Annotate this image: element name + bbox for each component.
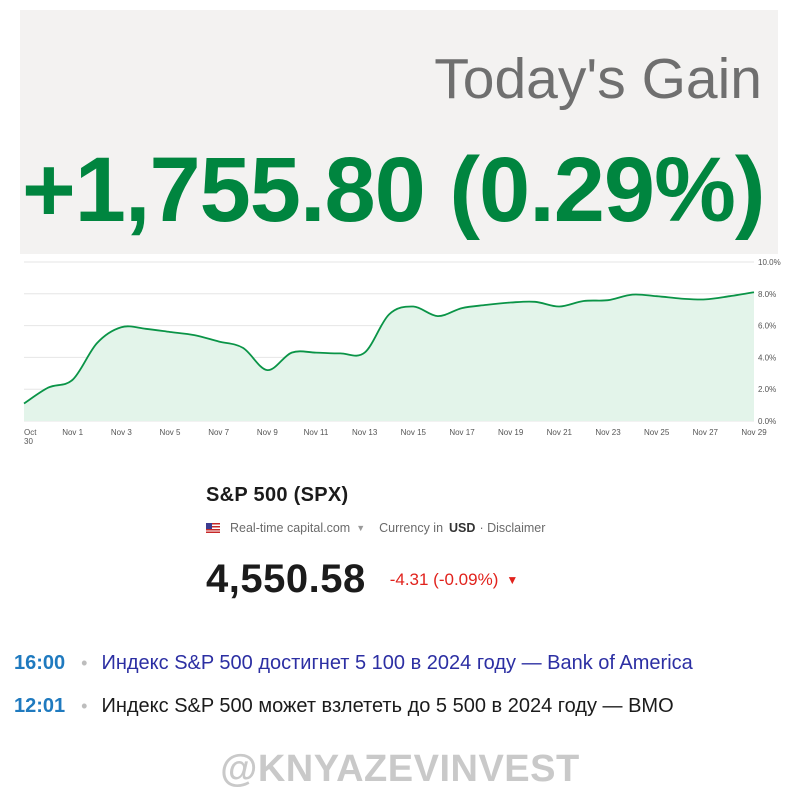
x-tick-label: Nov 7 xyxy=(208,428,229,437)
y-tick-label: 8.0% xyxy=(758,290,776,299)
y-tick-label: 6.0% xyxy=(758,322,776,331)
x-tick-label: Nov 23 xyxy=(595,428,621,437)
quote-meta: Real-time capital.com ▼ Currency in USD … xyxy=(206,521,545,535)
news-headline-link[interactable]: Индекс S&P 500 достигнет 5 100 в 2024 го… xyxy=(101,652,693,674)
y-tick-label: 0.0% xyxy=(758,417,776,426)
y-tick-label: 2.0% xyxy=(758,385,776,394)
source-dropdown-icon[interactable]: ▼ xyxy=(356,523,366,533)
x-tick-label: Nov 11 xyxy=(304,428,329,437)
quote-title: S&P 500 (SPX) xyxy=(206,484,349,506)
x-tick-label: Nov 27 xyxy=(693,428,719,437)
y-tick-label: 4.0% xyxy=(758,353,776,362)
y-tick-label: 10.0% xyxy=(758,258,781,267)
x-tick-label: Nov 9 xyxy=(257,428,278,437)
price-change: -4.31 (-0.09%) xyxy=(389,569,499,589)
news-time: 12:01 xyxy=(14,695,66,717)
performance-chart: 10.0% 8.0% 6.0% 4.0% 2.0% 0.0% Oct 30 Nov 1 Nov … xyxy=(23,258,781,444)
down-triangle-icon: ▼ xyxy=(506,572,519,587)
x-tick-label: Nov 5 xyxy=(160,428,181,437)
price-row: 4,550.58 -4.31 (-0.09%) ▼ xyxy=(206,557,545,602)
last-price: 4,550.58 xyxy=(206,557,366,601)
chart-area-fill xyxy=(24,292,754,421)
gain-label: Today's Gain xyxy=(434,47,762,111)
currency-label: Currency in xyxy=(379,521,444,535)
news-item[interactable]: 12:01 • Индекс S&P 500 может взлететь до… xyxy=(14,695,674,718)
quote-panel: S&P 500 (SPX) Real-time capital.com ▼ Cu… xyxy=(206,484,545,602)
x-tick-label: Nov 3 xyxy=(111,428,132,437)
x-tick-label: Nov 21 xyxy=(547,428,573,437)
x-tick-label: Nov 17 xyxy=(449,428,475,437)
news-headline[interactable]: Индекс S&P 500 может взлететь до 5 500 в… xyxy=(101,695,674,717)
bullet-icon: • xyxy=(81,653,88,673)
watermark: @KNYAZEVINVEST xyxy=(220,748,580,790)
x-tick-label: Nov 13 xyxy=(352,428,378,437)
gain-panel: Today's Gain +1,755.80 (0.29%) xyxy=(20,10,778,254)
x-tick-label: Nov 19 xyxy=(498,428,524,437)
x-axis-ticks: Oct 30 Nov 1 Nov 3 Nov 5 Nov 7 Nov 9 Nov 11 Nov … xyxy=(24,428,767,444)
news-time: 16:00 xyxy=(14,652,66,674)
us-flag-icon xyxy=(206,523,220,533)
gain-value: +1,755.80 (0.29%) xyxy=(22,139,766,241)
currency-value: USD xyxy=(449,521,476,535)
x-tick-label: Nov 15 xyxy=(401,428,427,437)
x-tick-label: Nov 25 xyxy=(644,428,670,437)
chart-series-line xyxy=(23,291,755,405)
news-item[interactable]: 16:00 • Индекс S&P 500 достигнет 5 100 в… xyxy=(14,652,693,675)
y-axis-ticks: 10.0% 8.0% 6.0% 4.0% 2.0% 0.0% xyxy=(758,258,781,426)
x-tick-label: Nov 29 xyxy=(741,428,767,437)
x-tick-label: Nov 1 xyxy=(62,428,83,437)
disclaimer-link[interactable]: · Disclaimer xyxy=(479,521,546,535)
bullet-icon: • xyxy=(81,696,88,716)
x-tick-label: Oct 30 xyxy=(24,428,37,444)
data-source: Real-time capital.com xyxy=(230,521,351,535)
